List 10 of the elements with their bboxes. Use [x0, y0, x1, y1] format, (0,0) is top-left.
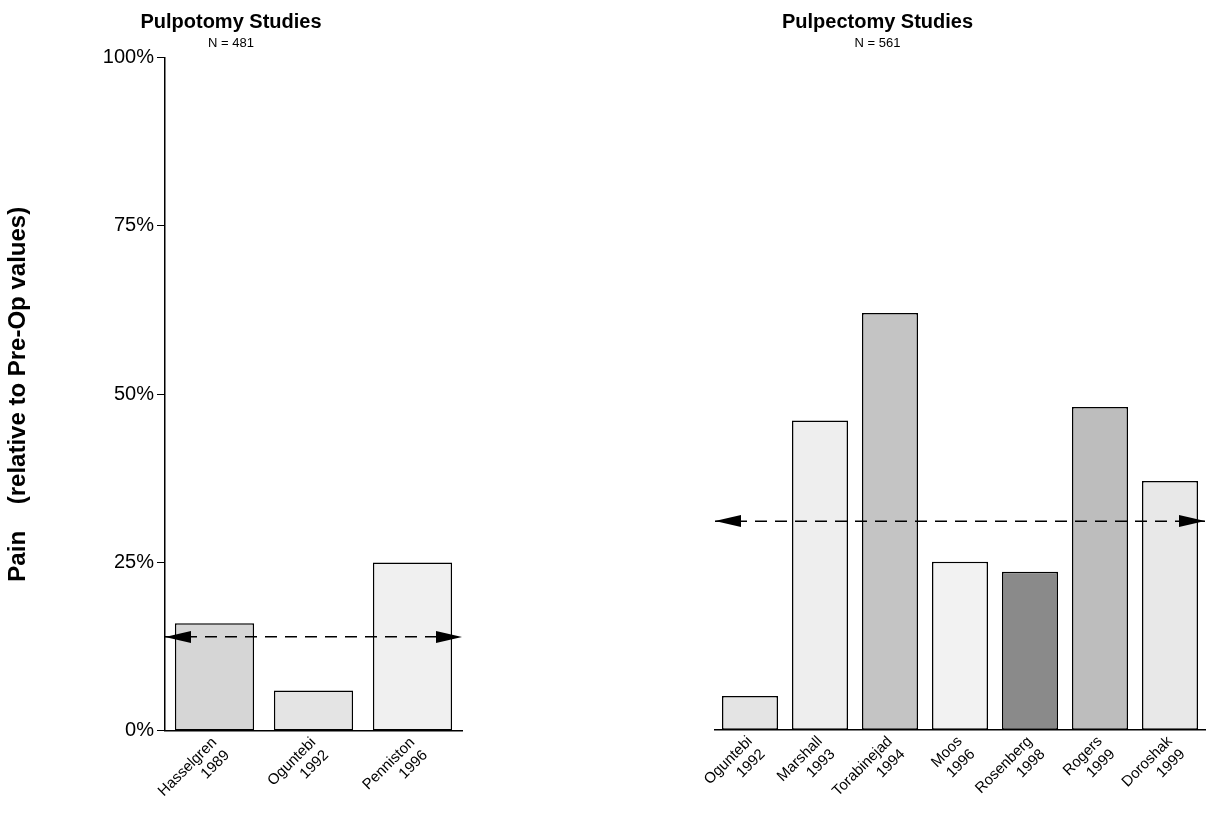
chart-title: Pulpotomy Studies — [140, 9, 322, 32]
y-tick-label: 50% — [113, 381, 155, 404]
chart-title: Pulpectomy Studies — [781, 9, 974, 32]
y-axis-title: Pain (relative to Pre-Op values) — [3, 206, 31, 582]
chart-subtitle: N = 481 — [208, 35, 254, 51]
y-tick-label: 0% — [125, 718, 155, 741]
chart-subtitle: N = 561 — [854, 35, 901, 51]
y-tick-label: 100% — [102, 45, 155, 68]
y-tick-label: 75% — [113, 213, 155, 236]
y-tick-label: 25% — [113, 550, 155, 573]
